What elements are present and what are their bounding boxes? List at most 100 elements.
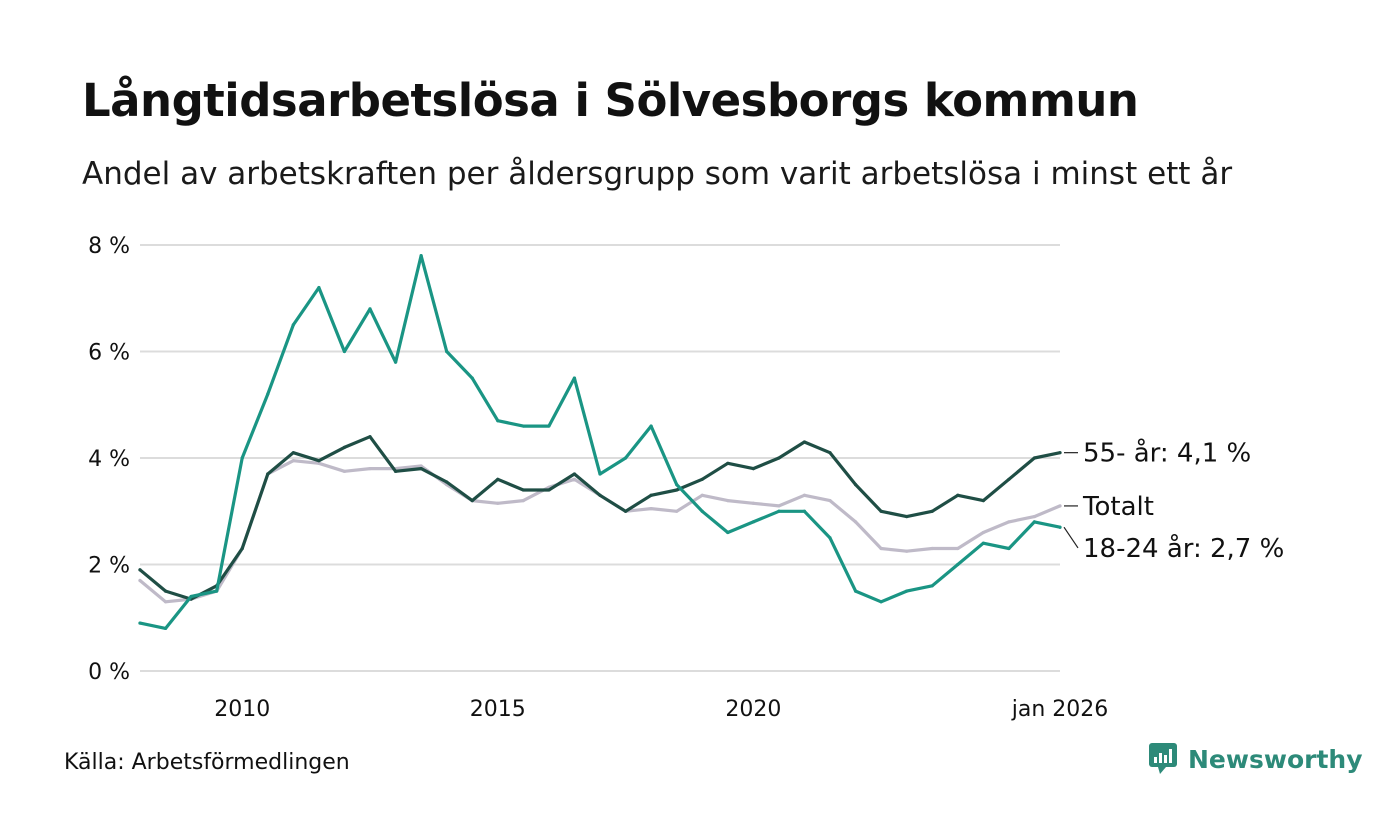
data-point-series-2 <box>572 376 577 380</box>
data-point-series-2 <box>879 600 883 604</box>
data-point-series-0 <box>419 464 423 468</box>
data-point-series-1 <box>342 445 347 449</box>
data-point-series-1 <box>547 488 551 492</box>
data-point-series-1 <box>675 488 679 492</box>
y-tick-label: 6 % <box>88 341 130 366</box>
data-point-series-2 <box>700 509 704 513</box>
source-note: Källa: Arbetsförmedlingen <box>64 750 350 775</box>
data-point-series-1 <box>700 477 704 481</box>
chart-gridlines <box>140 244 1060 672</box>
data-point-series-2 <box>163 626 168 631</box>
data-point-series-2 <box>675 483 679 487</box>
data-point-series-2 <box>623 456 628 460</box>
data-point-series-2 <box>368 307 372 311</box>
data-point-series-0 <box>1032 514 1037 519</box>
data-point-series-0 <box>879 546 883 551</box>
series-line-0 <box>138 459 1062 604</box>
y-tick-label: 8 % <box>88 234 130 259</box>
data-point-series-0 <box>802 493 807 497</box>
data-point-series-0 <box>981 530 985 535</box>
data-point-series-1 <box>419 467 423 471</box>
data-point-series-0 <box>726 499 730 503</box>
data-point-series-2 <box>189 594 193 599</box>
data-point-series-0 <box>572 477 577 481</box>
data-point-series-1 <box>572 472 577 476</box>
data-point-series-0 <box>317 461 321 465</box>
series-line-2 <box>138 254 1062 630</box>
data-point-series-0 <box>905 549 909 553</box>
data-point-series-2 <box>802 509 807 513</box>
data-point-series-0 <box>751 501 755 505</box>
data-point-series-1 <box>879 509 883 513</box>
series-line-1 <box>138 435 1062 601</box>
data-point-series-2 <box>905 589 909 593</box>
chart-title: Långtidsarbetslösa i Sölvesborgs kommun <box>82 74 1139 127</box>
data-point-series-0 <box>853 520 858 524</box>
series-end-label: Totalt <box>1082 492 1154 522</box>
data-point-series-0 <box>1058 504 1062 508</box>
data-point-series-1 <box>470 499 474 503</box>
data-point-series-0 <box>675 509 679 513</box>
data-point-series-2 <box>419 254 423 258</box>
data-point-series-0 <box>649 506 653 511</box>
data-point-series-2 <box>751 520 755 524</box>
data-point-series-2 <box>317 286 321 290</box>
data-point-series-0 <box>291 459 295 463</box>
data-point-series-2 <box>445 349 449 354</box>
data-point-series-0 <box>496 501 500 505</box>
data-point-series-1 <box>777 456 781 460</box>
data-point-series-1 <box>368 435 372 439</box>
data-point-series-2 <box>726 530 730 535</box>
data-point-series-1 <box>240 546 244 551</box>
x-tick-label: 2020 <box>725 697 781 722</box>
data-point-series-1 <box>623 509 628 513</box>
data-point-series-2 <box>777 509 781 513</box>
data-point-series-2 <box>930 584 934 588</box>
x-tick-label: 2015 <box>470 697 526 722</box>
data-point-series-2 <box>956 562 960 567</box>
series-end-label: 55- år: 4,1 % <box>1083 438 1251 469</box>
data-point-series-1 <box>445 480 449 484</box>
newsworthy-logo-icon <box>1149 743 1177 774</box>
data-point-series-1 <box>930 509 934 513</box>
data-point-series-2 <box>1007 546 1011 551</box>
y-axis: 0 % 2 % 4 % 6 % 8 % <box>88 234 130 685</box>
data-point-series-1 <box>496 477 500 481</box>
data-point-series-2 <box>342 349 347 354</box>
data-point-series-1 <box>981 499 985 503</box>
data-point-series-1 <box>598 493 602 497</box>
data-point-series-1 <box>266 472 270 476</box>
data-point-series-2 <box>598 472 602 476</box>
data-point-series-1 <box>317 459 321 463</box>
data-point-series-1 <box>1032 456 1037 460</box>
series-end-labels: Totalt 55- år: 4,1 % 18-24 år: 2,7 % <box>1063 438 1284 564</box>
data-point-series-1 <box>828 451 832 455</box>
data-point-series-1 <box>291 451 295 455</box>
data-point-series-0 <box>163 600 168 604</box>
chart-series <box>138 254 1062 631</box>
data-point-series-0 <box>368 467 372 471</box>
data-point-series-1 <box>751 467 755 471</box>
data-point-series-2 <box>828 536 832 540</box>
data-point-series-2 <box>266 392 270 396</box>
data-point-series-2 <box>496 419 500 423</box>
data-point-series-1 <box>726 461 730 465</box>
data-point-series-2 <box>291 323 295 327</box>
data-point-series-2 <box>547 424 551 428</box>
data-point-series-1 <box>956 493 960 497</box>
data-point-series-1 <box>163 589 168 593</box>
data-point-series-1 <box>138 568 142 572</box>
data-point-series-1 <box>802 440 807 444</box>
data-point-series-2 <box>393 360 398 364</box>
data-point-series-0 <box>828 499 832 503</box>
series-end-label: 18-24 år: 2,7 % <box>1083 533 1284 564</box>
data-point-series-1 <box>393 469 398 473</box>
y-tick-label: 4 % <box>88 447 130 472</box>
x-tick-label: jan 2026 <box>1011 697 1109 722</box>
x-axis: 2010 2015 2020 jan 2026 <box>214 697 1108 722</box>
data-point-series-2 <box>138 621 142 625</box>
data-point-series-2 <box>521 424 525 428</box>
data-point-series-2 <box>215 589 219 593</box>
chart-subtitle: Andel av arbetskraften per åldersgrupp s… <box>82 156 1233 192</box>
